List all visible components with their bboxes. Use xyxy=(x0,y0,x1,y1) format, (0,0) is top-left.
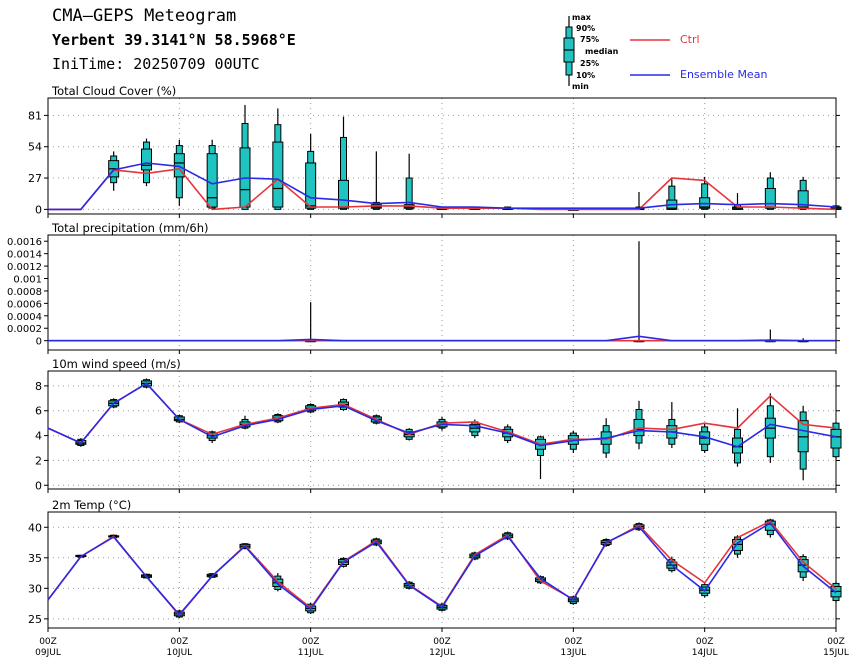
location-label: Yerbent 39.3141°N 58.5968°E xyxy=(52,31,296,49)
cloud-box-p25-p75 xyxy=(764,187,776,209)
precip-ytick-label: 0.0012 xyxy=(7,262,42,273)
cloud-box-p25-p75 xyxy=(338,179,349,209)
x-tick-label-time: 00Z xyxy=(171,637,189,647)
cloud-ytick-label: 27 xyxy=(28,172,42,185)
cloud-box-p25-p75 xyxy=(305,162,317,209)
legend-box-median: median xyxy=(585,47,619,56)
wind-series-ctrl xyxy=(47,382,837,446)
precip-ytick-label: 0.0004 xyxy=(7,312,42,323)
wind-box-p25-p75 xyxy=(797,420,809,453)
wind-box-p25-p75 xyxy=(830,428,842,449)
temp-series-ctrl xyxy=(47,520,837,617)
x-tick-label-time: 00Z xyxy=(302,637,320,647)
x-tick-label-date: 10JUL xyxy=(166,648,192,658)
wind-ytick-label: 2 xyxy=(35,454,42,467)
x-tick-label-date: 12JUL xyxy=(429,648,455,658)
precip-ytick-label: 0.001 xyxy=(13,275,42,286)
wind-ytick-label: 8 xyxy=(35,380,42,393)
panel-title-wind: 10m wind speed (m/s) xyxy=(52,357,181,371)
precip-ytick-label: 0.0006 xyxy=(7,299,42,310)
wind-ytick-label: 0 xyxy=(35,479,42,492)
precip-ytick-label: 0 xyxy=(36,337,42,348)
temp-ytick-label: 35 xyxy=(28,552,42,565)
precip-ytick-label: 0.0002 xyxy=(7,324,42,335)
temp-ytick-label: 25 xyxy=(28,613,42,626)
x-tick-label-time: 00Z xyxy=(696,637,714,647)
panel-title-temp: 2m Temp (°C) xyxy=(52,498,132,512)
legend-box-p90: 90% xyxy=(576,24,596,33)
precip-ytick-label: 0.0008 xyxy=(7,287,42,298)
wind-ytick-label: 4 xyxy=(35,430,42,443)
precip-frame xyxy=(47,234,837,351)
cloud-ytick-label: 0 xyxy=(35,203,42,216)
wind-series-mean xyxy=(47,382,837,448)
cloud-series-ctrl xyxy=(48,167,837,211)
cloud-box-p25-p75 xyxy=(272,141,284,208)
init-time-label: IniTime: 20250709 00UTC xyxy=(52,55,260,73)
x-tick-label-date: 09JUL xyxy=(35,648,61,658)
temp-series-mean xyxy=(47,521,837,616)
cloud-ytick-label: 81 xyxy=(28,109,42,122)
cloud-ytick-label: 54 xyxy=(28,141,42,154)
x-tick-label-time: 00Z xyxy=(39,637,57,647)
cloud-box-p10-p90 xyxy=(340,136,347,210)
legend-box-p25: 25% xyxy=(580,59,600,68)
cloud-box-p10-p90 xyxy=(405,177,413,210)
precip-ytick-label: 0.0014 xyxy=(7,250,42,261)
x-tick-label-time: 00Z xyxy=(433,637,451,647)
x-tick-label-date: 11JUL xyxy=(298,648,324,658)
panel-title-cloud: Total Cloud Cover (%) xyxy=(52,84,177,98)
cloud-box-p25-p75 xyxy=(141,148,152,171)
temp-ytick-label: 40 xyxy=(28,521,42,534)
precip-series-mean xyxy=(48,335,836,342)
cloud-box-p25-p75 xyxy=(206,153,218,208)
x-tick-label-time: 00Z xyxy=(827,637,845,647)
x-tick-label-date: 15JUL xyxy=(823,648,849,658)
x-tick-label-date: 14JUL xyxy=(692,648,718,658)
panel-title-precip: Total precipitation (mm/6h) xyxy=(52,221,209,235)
page-title: CMA—GEPS Meteogram xyxy=(52,6,237,26)
legend-ctrl-label: Ctrl xyxy=(680,33,700,46)
legend-box-p10: 10% xyxy=(576,71,596,80)
cloud-frame xyxy=(47,97,837,215)
legend-box-p75: 75% xyxy=(580,35,600,44)
legend-box-min: min xyxy=(572,82,589,91)
x-tick-label-date: 13JUL xyxy=(560,648,586,658)
cloud-series-mean xyxy=(48,162,837,211)
cloud-box-p10-p90 xyxy=(701,183,709,210)
precip-ytick-label: 0.0016 xyxy=(7,237,42,248)
wind-ytick-label: 6 xyxy=(35,405,42,418)
temp-ytick-label: 30 xyxy=(28,582,42,595)
legend-box-max: max xyxy=(572,13,591,22)
legend-mean-label: Ensemble Mean xyxy=(680,68,768,81)
x-tick-label-time: 00Z xyxy=(565,637,583,647)
